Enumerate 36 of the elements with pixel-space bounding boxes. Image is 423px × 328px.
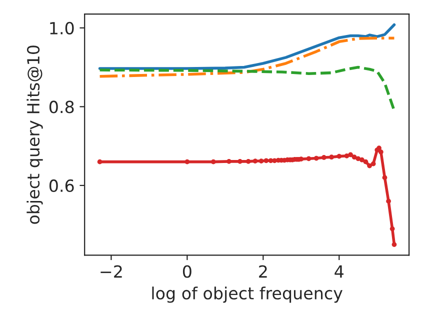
x-axis-title: log of object frequency bbox=[152, 286, 342, 303]
point bbox=[390, 226, 395, 232]
line-series bbox=[98, 36, 396, 78]
point bbox=[348, 152, 353, 158]
point bbox=[97, 159, 102, 164]
y-axis-title: object query Hits@10 bbox=[26, 46, 43, 224]
line-series bbox=[98, 23, 396, 70]
point bbox=[314, 156, 319, 161]
point bbox=[329, 154, 334, 160]
y-tick-label: 0.6 bbox=[49, 179, 74, 192]
point bbox=[252, 158, 258, 164]
point bbox=[367, 163, 372, 168]
point bbox=[382, 175, 388, 180]
y-tick-label: 0.8 bbox=[49, 100, 74, 114]
point bbox=[392, 242, 397, 247]
point bbox=[336, 154, 342, 159]
point bbox=[370, 161, 376, 166]
y-tick-label: 1.0 bbox=[50, 22, 74, 34]
x-tick-label: 4 bbox=[334, 265, 344, 278]
point bbox=[210, 159, 216, 164]
point bbox=[306, 156, 312, 162]
point bbox=[378, 150, 384, 154]
x-tick-label: −2 bbox=[100, 265, 122, 278]
point bbox=[360, 157, 364, 162]
point bbox=[264, 158, 269, 164]
point bbox=[352, 154, 357, 160]
point bbox=[238, 159, 242, 164]
point bbox=[184, 159, 190, 164]
point bbox=[258, 158, 264, 164]
point bbox=[322, 155, 326, 160]
point bbox=[363, 159, 368, 164]
point bbox=[386, 198, 391, 204]
x-tick-label: 0 bbox=[182, 265, 192, 278]
x-tick-label: 2 bbox=[259, 265, 267, 278]
point bbox=[226, 159, 232, 164]
point bbox=[246, 159, 251, 164]
